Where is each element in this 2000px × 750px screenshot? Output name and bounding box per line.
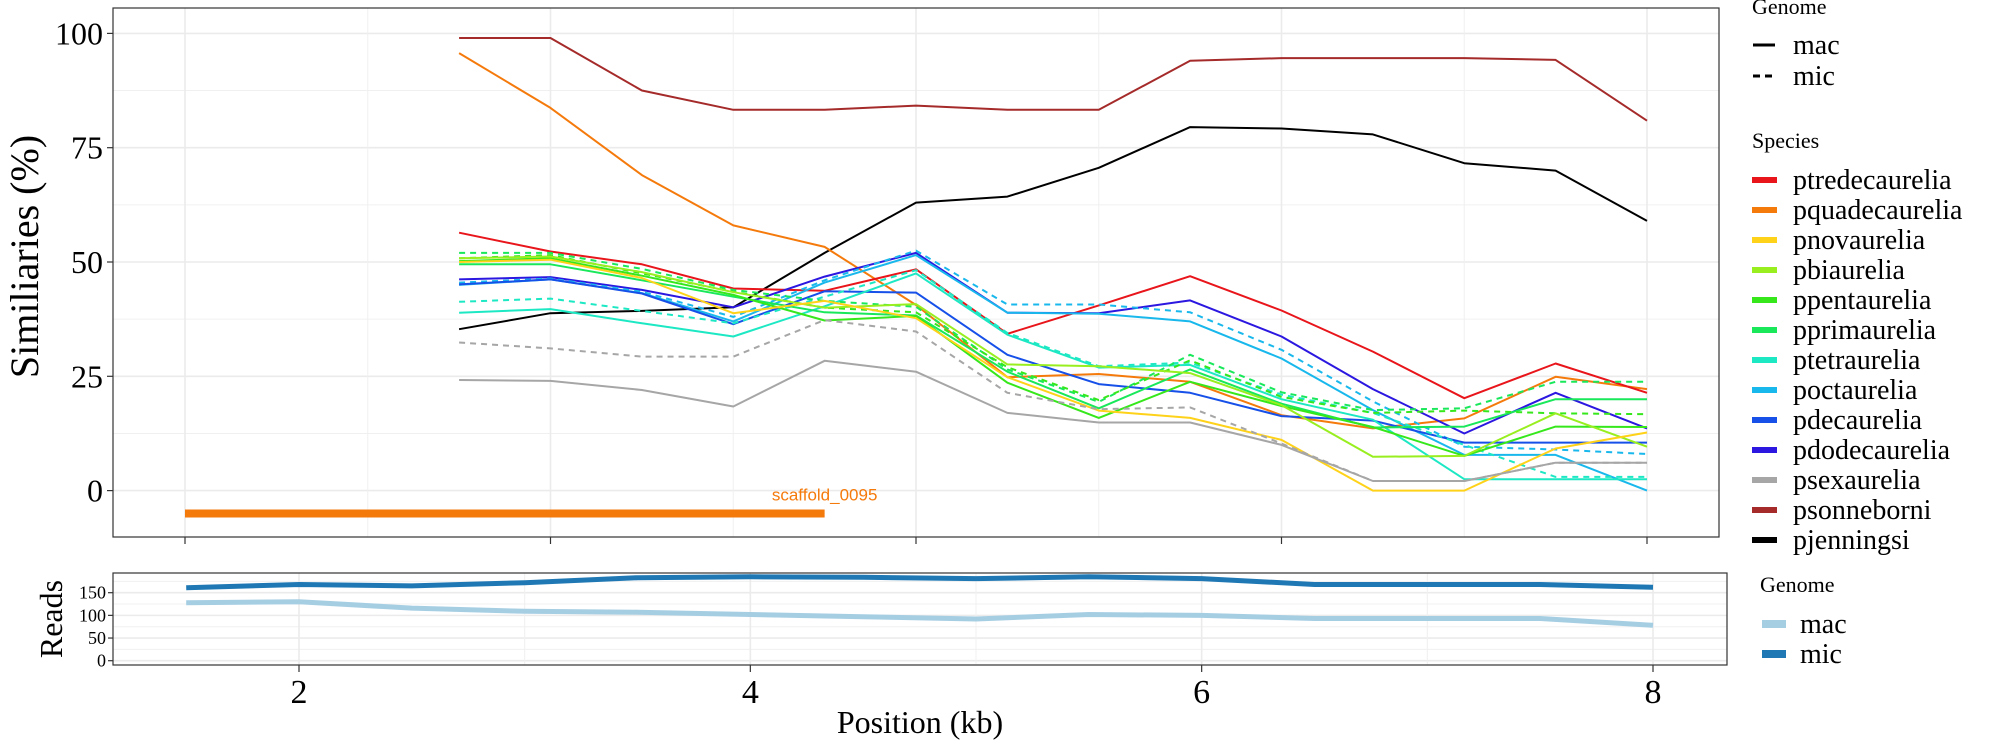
legend-key-ppentaurelia [1752,297,1777,303]
x-tick-label: 6 [1193,674,1210,711]
legend-key-pnovaurelia [1752,237,1777,243]
legend-label-reads-mic: mic [1800,639,1842,670]
y-tick-label: 0 [97,651,106,671]
legend-title-reads-genome: Genome [1760,572,1835,597]
similarity-y-axis: 0 25 50 75 100 [55,15,113,509]
series-line-ptetraurelia-mac [459,272,1647,481]
reads-x-axis: 2 4 6 8 [291,665,1662,711]
series-line-psexaurelia-mic [459,319,1647,482]
legend-label-pprimaurelia: pprimaurelia [1793,315,1937,346]
series-line-pbiaurelia-mac [459,255,1648,458]
y-tick-label: 100 [79,605,106,625]
legend-key-poctaurelia [1752,387,1777,393]
legend-key-ptredecaurelia [1752,177,1777,183]
series-line-pprimaurelia-mic [459,251,1647,412]
legend-label-pjenningsi: pjenningsi [1793,525,1910,556]
legend-label-psonneborni: psonneborni [1793,495,1932,526]
series-line-ptetraurelia-mic [459,269,1647,478]
reads-lines [186,574,1654,628]
y-tick-label: 75 [71,130,103,166]
legend-label-pdodecaurelia: pdodecaurelia [1793,435,1951,466]
legend-label-pnovaurelia: pnovaurelia [1793,225,1926,256]
series-line-pjenningsi-mac [458,126,1648,331]
legend-key-reads-mac [1762,620,1786,628]
scaffold-annotation: scaffold_0095 [185,485,878,518]
y-tick-label: 0 [87,473,103,509]
series-line-ptredecaurelia-mac [458,231,1648,400]
similarity-panel: scaffold_0095 0 25 50 75 100 Similiaries (%) [2,7,1720,544]
similarity-y-axis-title: Similiaries (%) [2,135,47,378]
legend-title-genome: Genome [1752,0,1827,19]
legend-key-pjenningsi [1752,537,1777,543]
legend-key-pprimaurelia [1752,327,1777,333]
legend-key-psonneborni [1752,507,1777,513]
series-line-pquadecaurelia-mac [458,52,1648,430]
legend-title-species: Species [1752,128,1819,153]
y-tick-label: 50 [88,628,106,648]
legend-key-pquadecaurelia [1752,207,1777,213]
legend-key-psexaurelia [1752,477,1777,483]
x-tick-label: 4 [742,674,759,711]
legend-key-pdecaurelia [1752,417,1777,423]
y-tick-label: 25 [71,358,103,394]
series-line-pnovaurelia-mac [459,258,1648,492]
x-axis-title: Position (kb) [837,704,1003,740]
reads-panel-border [112,572,1728,666]
reads-line-mic [186,574,1654,591]
y-tick-label: 50 [71,244,103,280]
legend-key-pdodecaurelia [1752,447,1777,453]
legend-key-pbiaurelia [1752,267,1777,273]
reads-line-mac [186,599,1654,628]
reads-y-axis-title: Reads [33,580,69,658]
legend-label-ptetraurelia: ptetraurelia [1793,345,1921,376]
legend-label-pbiaurelia: pbiaurelia [1793,255,1906,286]
legend-key-reads-mic [1762,650,1786,658]
legend-label-pquadecaurelia: pquadecaurelia [1793,195,1963,226]
legend-label-pdecaurelia: pdecaurelia [1793,405,1923,436]
x-tick-label: 8 [1645,674,1662,711]
series-line-psonneborni-mac [459,37,1648,122]
legend-label-psexaurelia: psexaurelia [1793,465,1921,496]
legend-key-ptetraurelia [1752,357,1777,363]
legend-label-ppentaurelia: ppentaurelia [1793,285,1932,316]
legend-label-ptredecaurelia: ptredecaurelia [1793,165,1952,196]
legend-label-reads-mac: mac [1800,609,1847,640]
legend-label-mic: mic [1793,61,1835,92]
legend-label-mac: mac [1793,30,1840,61]
series-line-poctaurelia-mic [459,249,1648,455]
x-tick-label: 2 [291,674,308,711]
similarity-x-axis [184,537,1648,544]
y-tick-label: 100 [55,15,103,51]
y-tick-label: 150 [79,583,106,603]
similarity-lines [458,37,1648,492]
scaffold-label: scaffold_0095 [772,485,878,504]
series-line-psexaurelia-mac [459,359,1647,482]
legend-label-poctaurelia: poctaurelia [1793,375,1918,406]
